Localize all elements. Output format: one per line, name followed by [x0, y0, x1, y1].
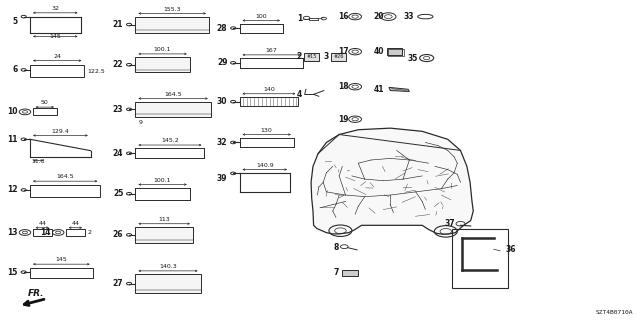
- Text: 39: 39: [217, 174, 227, 183]
- Bar: [136, 227, 193, 243]
- Text: #15: #15: [307, 54, 317, 59]
- Bar: [452, 229, 508, 288]
- Text: 164.5: 164.5: [164, 92, 182, 97]
- Text: 100: 100: [255, 13, 267, 19]
- Bar: [342, 270, 358, 276]
- Text: 12: 12: [8, 186, 18, 195]
- Text: 7: 7: [334, 268, 339, 277]
- Bar: [33, 228, 52, 236]
- Text: 20: 20: [373, 12, 384, 21]
- Bar: [30, 186, 100, 197]
- Text: 140.9: 140.9: [256, 163, 274, 168]
- PathPatch shape: [311, 128, 473, 234]
- Text: 41: 41: [373, 85, 384, 94]
- Text: 113: 113: [158, 217, 170, 222]
- Text: 23: 23: [113, 105, 124, 114]
- Polygon shape: [389, 87, 410, 92]
- Text: 13: 13: [8, 228, 18, 237]
- Text: 130: 130: [261, 128, 273, 132]
- Text: 100.1: 100.1: [154, 47, 172, 52]
- Text: 18: 18: [338, 82, 349, 91]
- Text: 155.3: 155.3: [163, 6, 181, 12]
- Text: 21: 21: [113, 20, 124, 29]
- Bar: [331, 53, 346, 60]
- Text: 24: 24: [53, 54, 61, 59]
- Text: 40: 40: [373, 47, 384, 56]
- Text: 19: 19: [338, 115, 349, 124]
- Text: 36: 36: [505, 245, 516, 254]
- Text: 2: 2: [88, 230, 92, 235]
- Text: 140: 140: [263, 87, 275, 92]
- Text: 37: 37: [445, 219, 456, 228]
- Bar: [388, 49, 404, 56]
- Text: 122.5: 122.5: [87, 68, 105, 74]
- Text: 100.1: 100.1: [154, 178, 172, 183]
- Bar: [30, 268, 93, 278]
- Text: SZT4B0710A: SZT4B0710A: [595, 310, 633, 316]
- Text: 2: 2: [297, 52, 302, 61]
- Text: 44: 44: [72, 221, 79, 226]
- Text: 145.2: 145.2: [161, 138, 179, 143]
- Text: 17: 17: [338, 47, 349, 56]
- Text: 26: 26: [113, 230, 124, 239]
- Text: #26: #26: [333, 54, 344, 59]
- Text: 32: 32: [217, 138, 227, 147]
- Text: FR.: FR.: [28, 289, 44, 298]
- Bar: [66, 228, 85, 236]
- Bar: [136, 102, 211, 117]
- Text: 5: 5: [13, 17, 18, 26]
- Text: 6: 6: [13, 65, 18, 74]
- Bar: [136, 57, 189, 72]
- Text: 33: 33: [404, 12, 415, 21]
- Text: 10: 10: [8, 108, 18, 116]
- Text: 29: 29: [217, 58, 227, 67]
- Bar: [304, 53, 319, 60]
- Text: 129.4: 129.4: [51, 129, 69, 133]
- Text: 9: 9: [139, 120, 143, 125]
- Text: 35: 35: [407, 53, 418, 62]
- Text: 14: 14: [41, 228, 51, 237]
- Bar: [239, 97, 298, 107]
- Text: 8: 8: [334, 243, 339, 252]
- Text: 50: 50: [41, 100, 49, 105]
- Text: 11.3: 11.3: [31, 159, 45, 164]
- Bar: [309, 18, 318, 20]
- Text: 24: 24: [113, 149, 124, 158]
- Text: 15: 15: [8, 268, 18, 277]
- Text: 145: 145: [49, 35, 61, 39]
- Text: 145: 145: [56, 257, 67, 262]
- Text: 27: 27: [113, 279, 124, 288]
- Text: 140.3: 140.3: [159, 264, 177, 269]
- Text: 28: 28: [217, 24, 227, 33]
- Text: 164.5: 164.5: [56, 174, 74, 179]
- Bar: [387, 49, 403, 55]
- Bar: [136, 274, 200, 293]
- Text: 167: 167: [266, 48, 277, 53]
- Bar: [136, 17, 209, 33]
- Text: 16: 16: [338, 12, 349, 21]
- Text: 1: 1: [297, 14, 302, 23]
- Text: 4: 4: [297, 90, 302, 99]
- Text: 3: 3: [324, 52, 329, 61]
- Text: 30: 30: [217, 97, 227, 106]
- Text: 44: 44: [38, 221, 46, 226]
- Text: 11: 11: [8, 135, 18, 144]
- Text: 32: 32: [51, 6, 60, 11]
- Bar: [30, 65, 84, 77]
- Text: 22: 22: [113, 60, 124, 69]
- Text: 25: 25: [113, 189, 124, 198]
- Bar: [33, 108, 57, 116]
